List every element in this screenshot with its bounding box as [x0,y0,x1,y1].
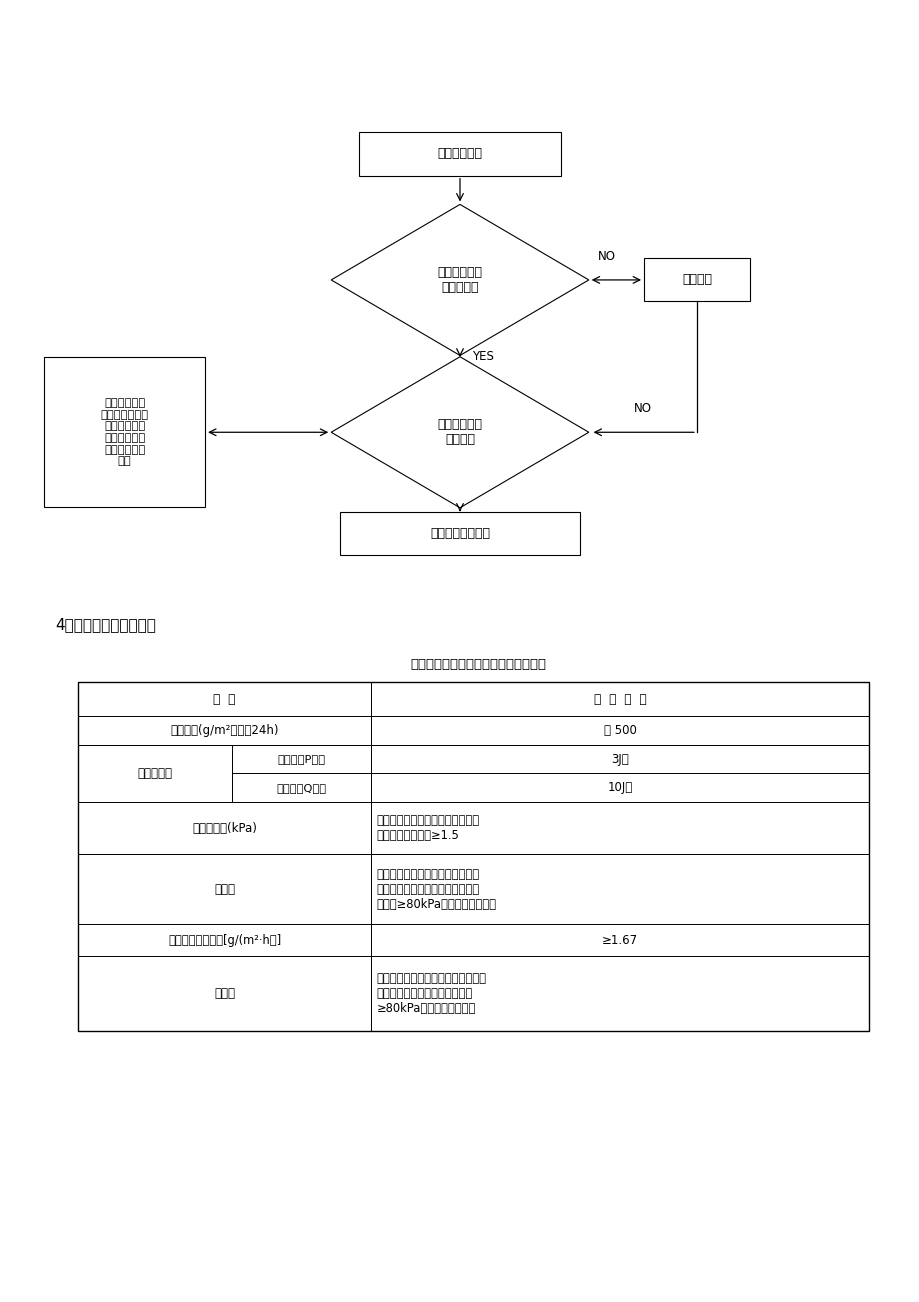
Polygon shape [331,204,588,355]
Bar [370,956,868,1031]
Bar [370,716,868,745]
Text: 岩棉薄抹灰外墙外保温系统的性能指标: 岩棉薄抹灰外墙外保温系统的性能指标 [410,658,546,671]
Bar [78,745,233,802]
Text: 表面无裂纹、空鼓、起泡、剥离现
象。抹面胶浆与岩棉之间的拉伸粘
结强度≥80kPa，或破坏在岩棉内: 表面无裂纹、空鼓、起泡、剥离现 象。抹面胶浆与岩棉之间的拉伸粘 结强度≥80kP… [376,867,496,911]
Text: 材料判定是否
符合资料: 材料判定是否 符合资料 [437,418,482,447]
Text: 普通型（P型）: 普通型（P型） [278,754,325,764]
Text: 外观检查是否
完整无损伤: 外观检查是否 完整无损伤 [437,266,482,294]
Bar [78,854,370,924]
Text: ≥1.67: ≥1.67 [601,934,638,947]
Text: 加强型（Q型）: 加强型（Q型） [277,783,326,793]
Polygon shape [331,357,588,508]
Text: 耐冻融: 耐冻融 [214,883,235,896]
Text: 表面无裂纹、粉化、剥落现象。抹面
胶浆与岩棉之间的拉伸粘结强度
≥80kPa，或破坏在岩棉内: 表面无裂纹、粉化、剥落现象。抹面 胶浆与岩棉之间的拉伸粘结强度 ≥80kPa，或… [376,971,486,1016]
Text: 4．系统及材料性能指标: 4．系统及材料性能指标 [55,617,156,633]
Bar [370,924,868,956]
Text: 抗冲击强度: 抗冲击强度 [138,767,173,780]
Text: 水蒸气湿流密度，[g/(m²·h）]: 水蒸气湿流密度，[g/(m²·h）] [168,934,281,947]
Bar [370,745,868,773]
Text: 性  能  指  标: 性 能 指 标 [593,693,646,706]
Text: ＜ 500: ＜ 500 [603,724,636,737]
Bar [370,854,868,924]
Bar [233,773,370,802]
Text: 3J级: 3J级 [610,753,629,766]
Bar [340,512,579,555]
Text: YES: YES [471,350,494,362]
Text: 项  目: 项 目 [213,693,235,706]
Text: 10J级: 10J级 [607,781,632,794]
Bar [358,132,561,176]
Bar [643,258,749,301]
Text: 耐候性: 耐候性 [214,987,235,1000]
Bar [370,682,868,716]
Bar [233,745,370,773]
Bar [78,682,370,716]
Bar [370,802,868,854]
Bar [78,682,868,1031]
Text: NO: NO [633,402,652,415]
Bar [370,773,868,802]
Bar [78,716,370,745]
Bar [78,956,370,1031]
Text: NO: NO [597,250,616,263]
Text: 符合合同规范
的材料设备，附
有原厂证明书
测试报告或公
认机关检验证
明书: 符合合同规范 的材料设备，附 有原厂证明书 测试报告或公 认机关检验证 明书 [100,398,149,466]
Text: 吸水量，(g/m²，浸水24h): 吸水量，(g/m²，浸水24h) [170,724,278,737]
Bar [44,357,205,506]
Bar [78,802,370,854]
Text: 经检验合格的材料: 经检验合格的材料 [429,527,490,539]
Text: 抗风压值，(kPa): 抗风压值，(kPa) [192,822,256,835]
Text: 不小于工程项目的风荷载设计值，
抗负风压安全系数≥1.5: 不小于工程项目的风荷载设计值， 抗负风压安全系数≥1.5 [376,814,479,842]
Text: 材料进场检验: 材料进场检验 [437,147,482,160]
Text: 退回重送: 退回重送 [681,273,711,286]
Bar [78,924,370,956]
